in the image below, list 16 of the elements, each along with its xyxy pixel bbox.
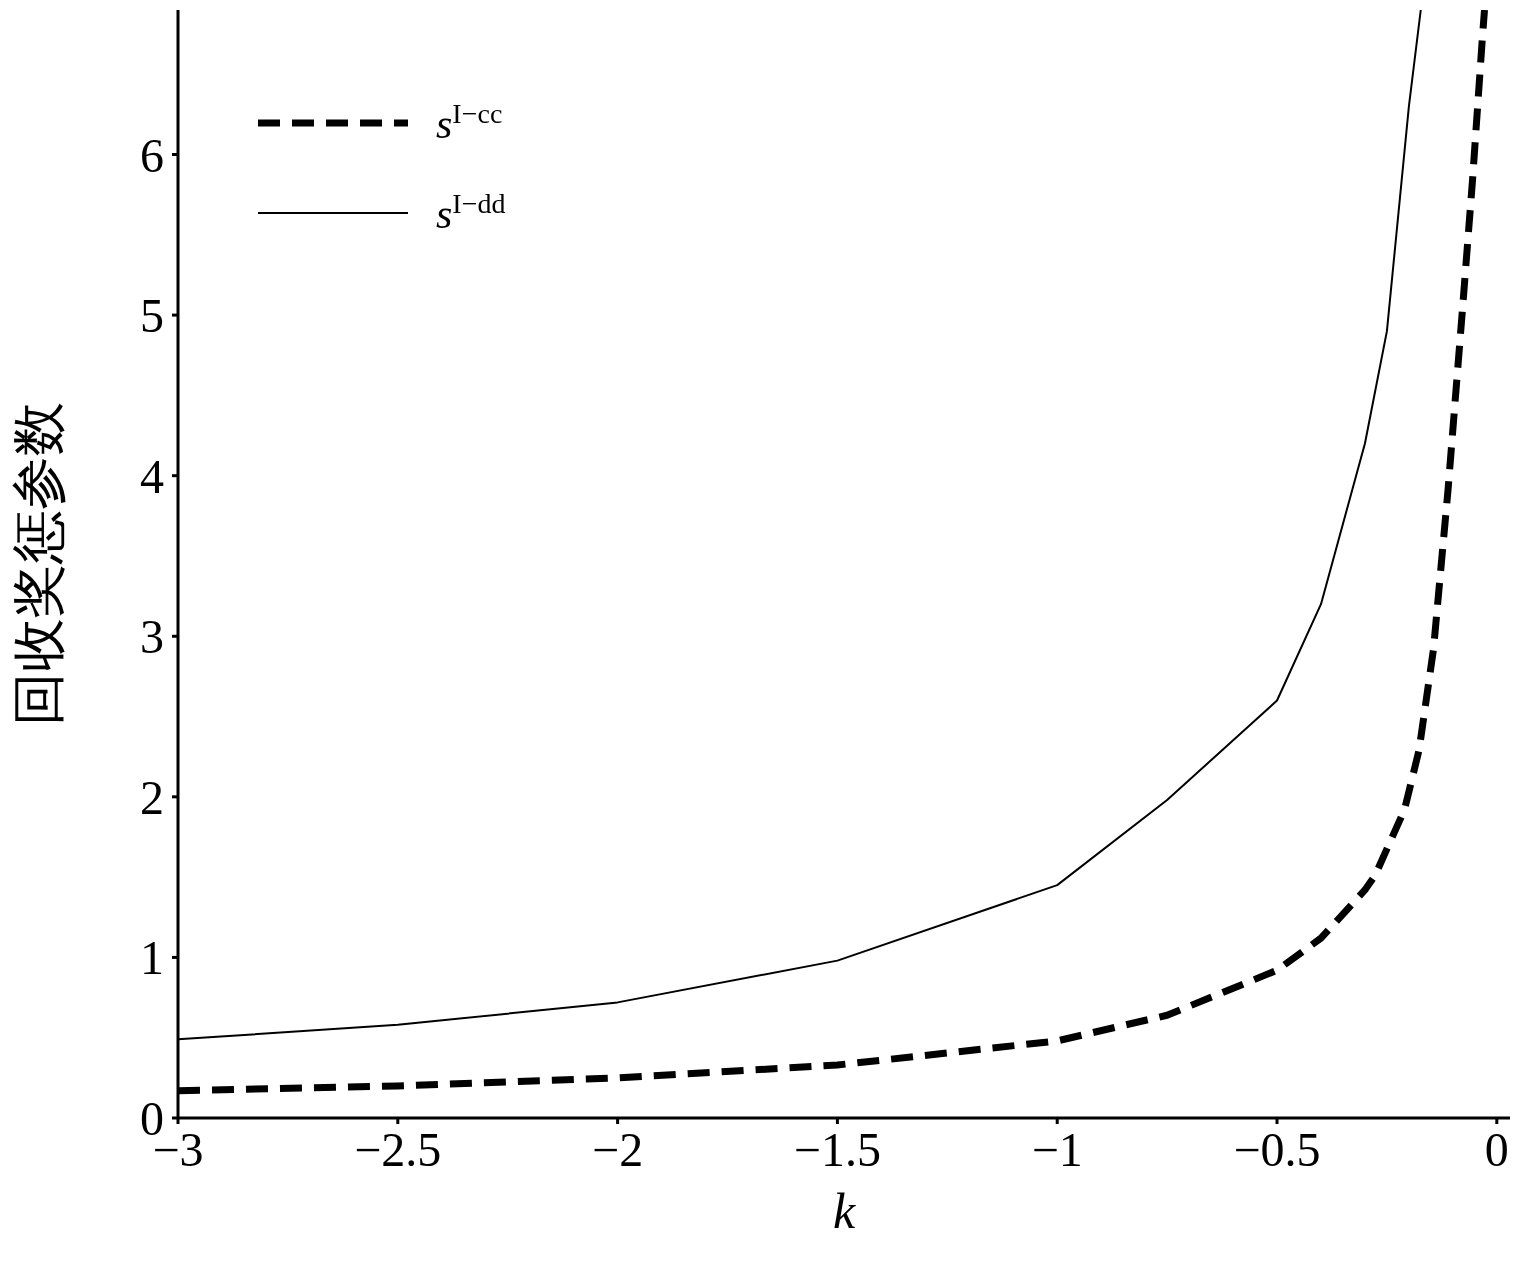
y-tick-label: 2 — [140, 770, 164, 824]
x-tick-label: −1 — [1031, 1123, 1083, 1177]
legend-label: s$^{I−dd}$ — [436, 188, 506, 238]
x-tick-label: −2.5 — [354, 1123, 442, 1177]
y-tick-label: 5 — [140, 289, 164, 343]
x-tick-label: 0 — [1484, 1123, 1509, 1177]
x-tick-label: −0.5 — [1233, 1123, 1321, 1177]
y-axis-title: 回收奖惩参数 — [9, 402, 70, 726]
y-tick-label: 3 — [140, 610, 164, 664]
x-axis-title: k — [832, 1183, 856, 1239]
y-tick-label: 4 — [140, 449, 164, 503]
x-tick-label: −2 — [592, 1123, 644, 1177]
x-tick-label: −1.5 — [793, 1123, 881, 1177]
y-tick-label: 6 — [140, 128, 164, 182]
legend-label: s$^{I−cc}$ — [436, 98, 503, 148]
y-tick-label: 1 — [140, 931, 164, 985]
